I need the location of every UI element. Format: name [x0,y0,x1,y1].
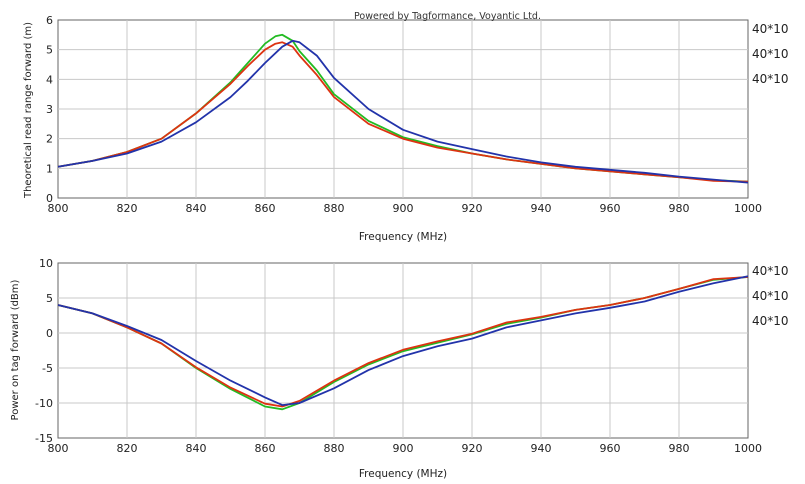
y-tick-label: -5 [42,362,53,375]
x-tick-label: 960 [600,442,621,455]
bottom-legend-entry: 40*10 [752,314,789,328]
x-tick-label: 860 [255,202,276,215]
top-legend-entry: 40*10 [752,22,789,36]
y-tick-label: 0 [46,192,53,205]
x-tick-label: 920 [462,442,483,455]
top-y-axis-label: Theoretical read range forward (m) [23,22,34,199]
x-tick-label: 800 [48,202,69,215]
x-tick-label: 980 [669,202,690,215]
series-line-3 [57,275,749,406]
x-tick-label: 900 [393,202,414,215]
y-tick-label: 5 [46,44,53,57]
y-tick-label: 3 [46,103,53,116]
y-tick-label: 0 [46,327,53,340]
bottom-series-lines [57,275,749,411]
top-legend-entry: 40*10 [752,47,789,61]
bottom-gridlines [58,263,748,438]
y-tick-label: 10 [39,257,53,270]
top-legend: 40*10 40*10 40*10 [752,22,789,86]
y-tick-label: 4 [46,73,53,86]
x-tick-label: 1000 [734,442,762,455]
bottom-y-tick-labels: -15 -10 -5 0 5 10 [35,257,53,445]
x-tick-label: 840 [186,202,207,215]
y-tick-label: -15 [35,432,53,445]
bottom-x-axis-label: Frequency (MHz) [359,468,447,480]
y-tick-label: 2 [46,133,53,146]
series-line-2 [57,276,749,408]
series-line-3 [57,39,749,184]
top-chart-title: Powered by Tagformance, Voyantic Ltd. [354,11,541,22]
bottom-x-tick-labels: 800 820 840 860 880 900 920 940 960 980 1000 [48,442,763,455]
x-tick-label: 800 [48,442,69,455]
bottom-y-axis-label: Power on tag forward (dBm) [10,279,21,420]
series-line-2 [57,41,749,183]
x-tick-label: 900 [393,442,414,455]
top-y-tick-labels: 0 1 2 3 4 5 6 [46,14,53,205]
x-tick-label: 820 [117,202,138,215]
bottom-legend-entry: 40*10 [752,264,789,278]
x-tick-label: 820 [117,442,138,455]
top-x-axis-label: Frequency (MHz) [359,231,447,243]
y-tick-label: -10 [35,397,53,410]
x-tick-label: 840 [186,442,207,455]
top-x-tick-labels: 800 820 840 860 880 900 920 940 960 980 1000 [48,202,763,215]
top-legend-entry: 40*10 [752,72,789,86]
top-gridlines [58,20,748,198]
x-tick-label: 940 [531,202,552,215]
bottom-chart: 800 820 840 860 880 900 920 940 960 980 1000 -15-1… [10,257,789,480]
bottom-legend-entry: 40*10 [752,289,789,303]
x-tick-label: 1000 [734,202,762,215]
y-tick-label: 6 [46,14,53,27]
y-tick-label: 5 [46,292,53,305]
x-tick-label: 860 [255,442,276,455]
x-tick-label: 980 [669,442,690,455]
x-tick-label: 940 [531,442,552,455]
top-chart: 800 820 840 860 880 900 920 940 960 980 1000 0 1 2 3 4… [23,11,789,243]
x-tick-label: 880 [324,442,345,455]
bottom-legend: 40*10 40*10 40*10 [752,264,789,328]
x-tick-label: 880 [324,202,345,215]
top-series-lines [57,33,749,184]
x-tick-label: 920 [462,202,483,215]
y-tick-label: 1 [46,162,53,175]
x-tick-label: 960 [600,202,621,215]
